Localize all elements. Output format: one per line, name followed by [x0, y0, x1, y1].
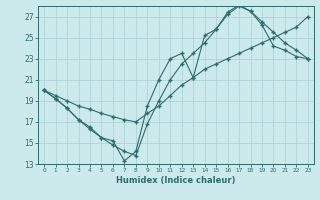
- X-axis label: Humidex (Indice chaleur): Humidex (Indice chaleur): [116, 176, 236, 185]
